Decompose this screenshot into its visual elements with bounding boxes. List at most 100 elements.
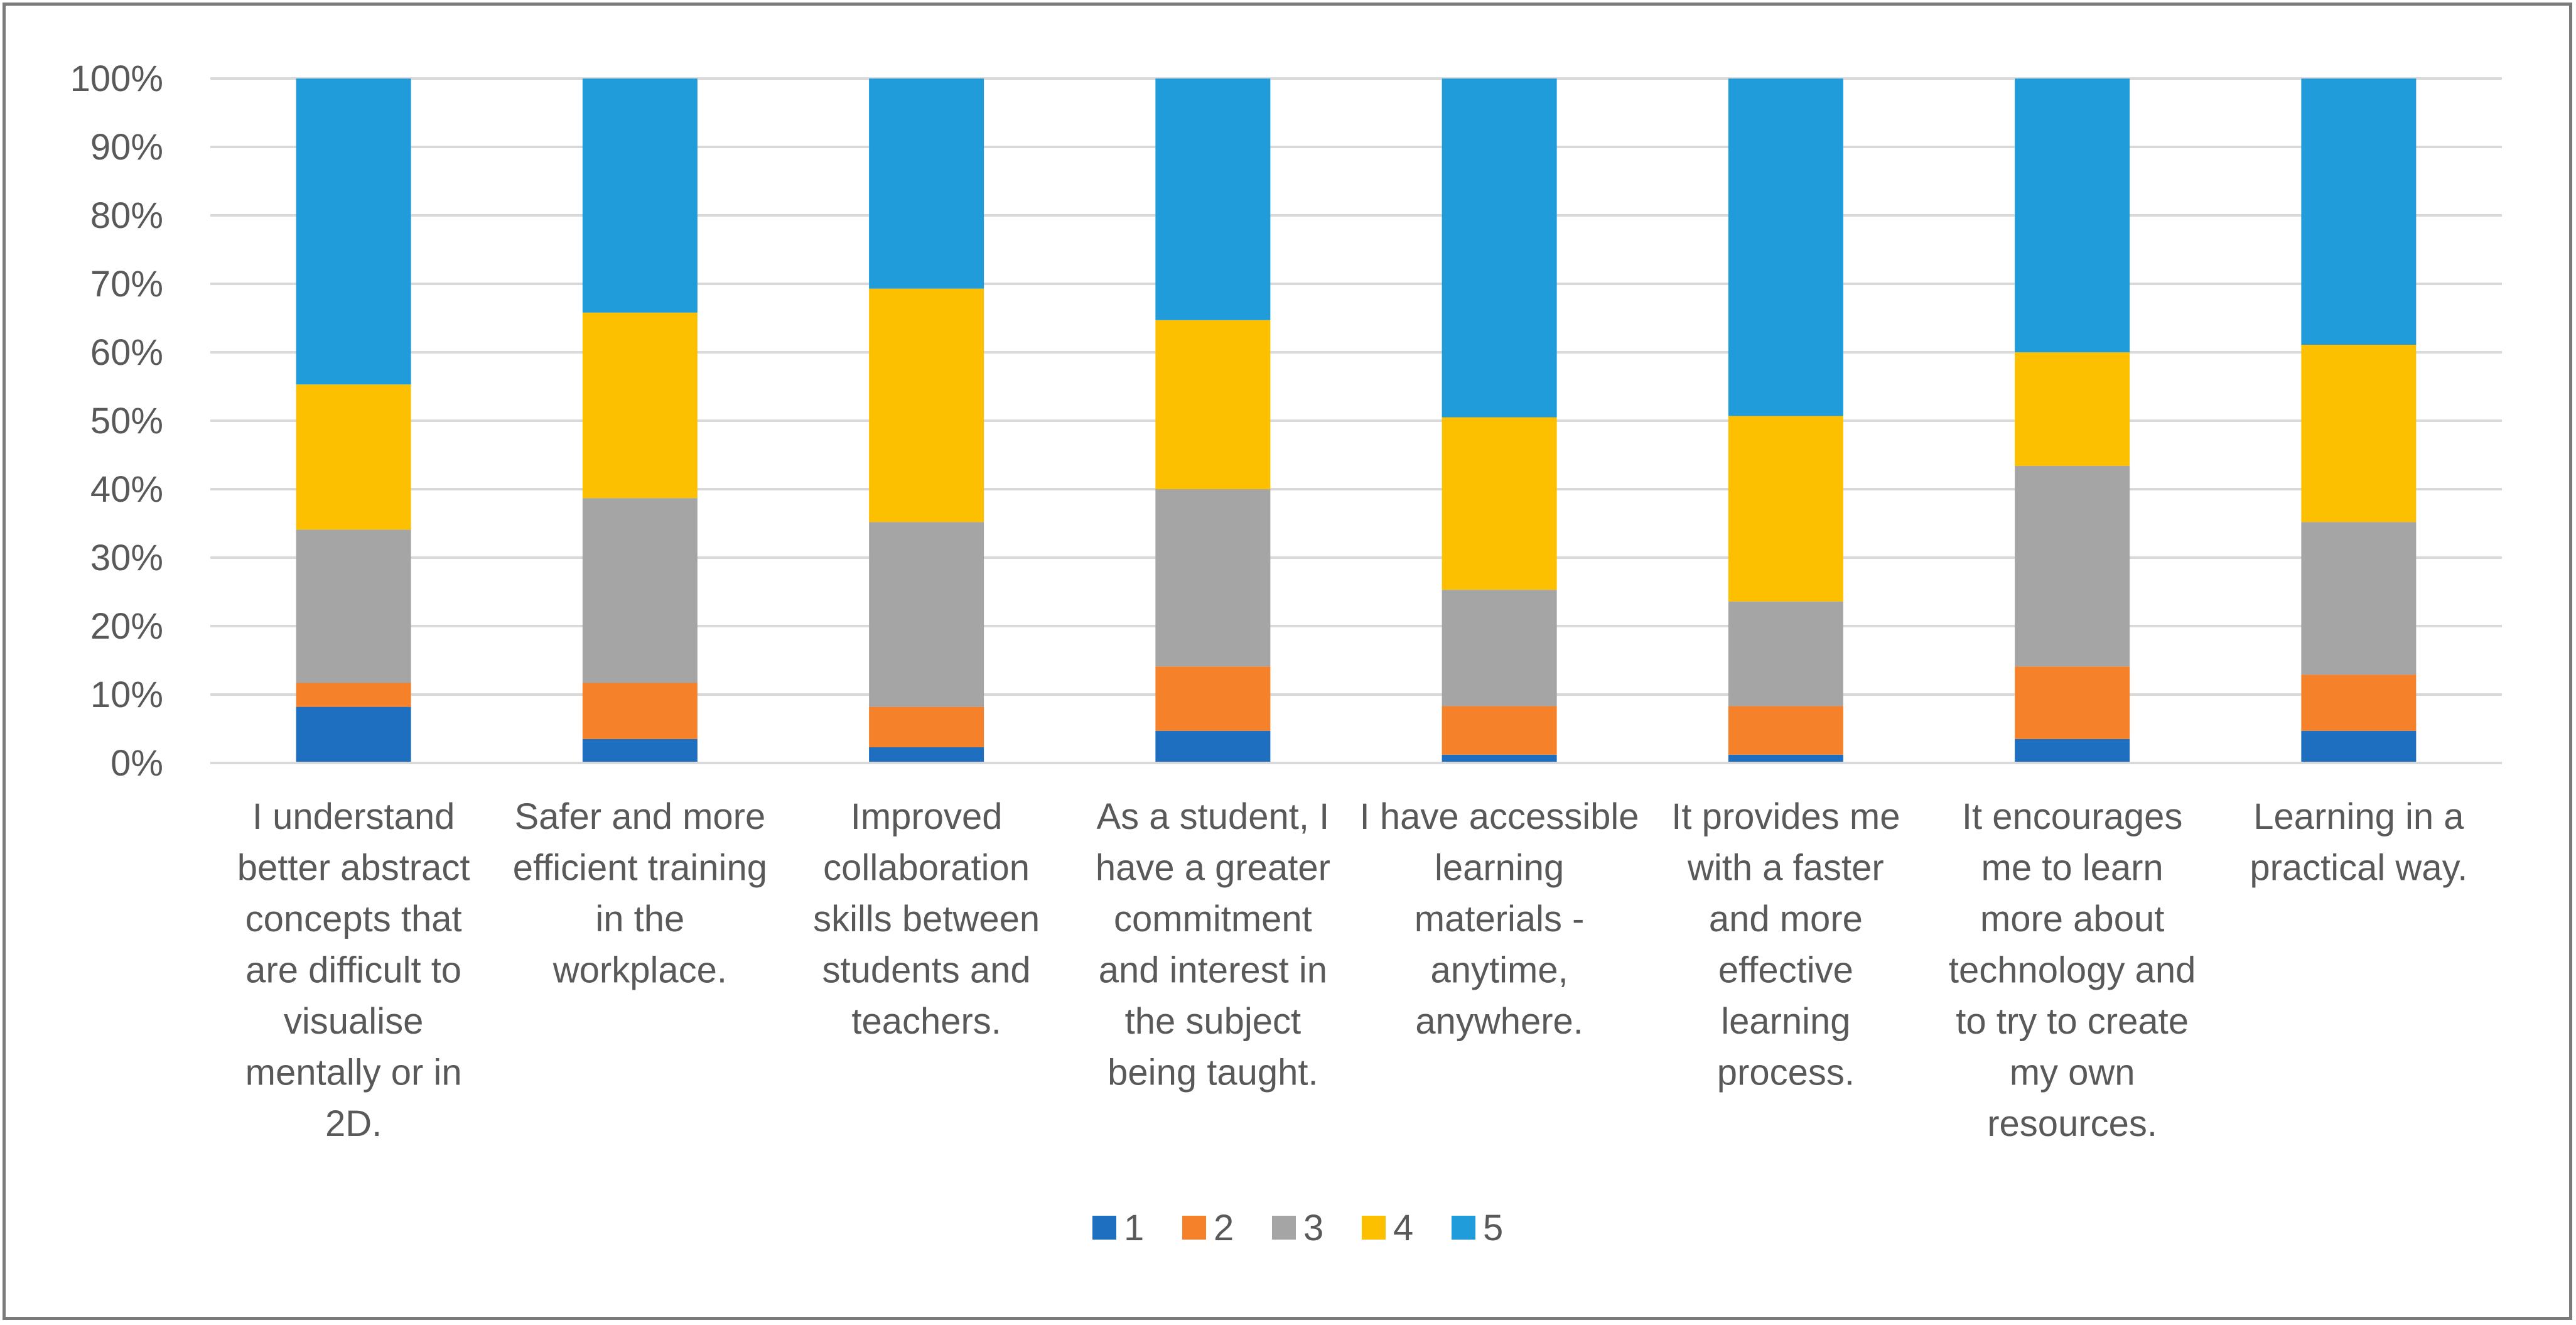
x-category-label-line: 2D. (325, 1103, 382, 1144)
bar-segment-series-1 (582, 738, 698, 763)
y-tick-label: 40% (90, 469, 163, 510)
bar-segment-series-2 (582, 683, 698, 739)
bar-segment-series-5 (869, 78, 984, 289)
bar-segment-series-2 (1442, 706, 1557, 755)
legend-item: 5 (1452, 1208, 1503, 1248)
bar-segment-series-5 (2301, 78, 2417, 345)
x-category-label: I have accessible learning materials - anyt… (1360, 796, 1639, 1042)
x-category-label-line: workplace. (552, 950, 727, 991)
x-category-label-line: mentally or in (245, 1052, 462, 1093)
bar-segment-series-3 (1728, 601, 1843, 706)
x-category-label-line: with a faster (1687, 848, 1884, 889)
legend-label: 3 (1303, 1208, 1323, 1248)
x-category-label-line: learning (1435, 848, 1564, 889)
x-category-label-line: students and (822, 950, 1031, 991)
legend-swatch (1272, 1216, 1296, 1240)
bar-segment-series-1 (1155, 730, 1271, 763)
y-tick-label: 100% (70, 58, 163, 99)
y-tick-label: 20% (90, 606, 163, 647)
y-tick-label: 90% (90, 127, 163, 168)
x-category-label-line: anywhere. (1415, 1001, 1583, 1042)
bar-segment-series-1 (296, 706, 411, 763)
x-category-label: I understand better abstract concepts that… (237, 796, 470, 1144)
legend-label: 2 (1214, 1208, 1234, 1248)
bar-stack (869, 78, 984, 763)
x-category-label-line: are difficult to (245, 950, 461, 991)
x-category-label-line: process. (1717, 1052, 1855, 1093)
bar-segment-series-4 (2015, 352, 2130, 466)
bars (296, 78, 2417, 763)
bar-stack (1728, 78, 1843, 763)
bar-segment-series-2 (869, 706, 984, 747)
x-category-label-line: better abstract (237, 848, 470, 889)
bar-segment-series-5 (1155, 78, 1271, 320)
x-category-label-line: have a greater (1096, 848, 1330, 889)
legend-swatch (1452, 1216, 1475, 1240)
y-tick-label: 30% (90, 538, 163, 578)
x-category-label: It provides me with a faster and more effec… (1671, 796, 1900, 1093)
bar-segment-series-3 (2015, 465, 2130, 667)
x-category-label-line: learning (1721, 1001, 1850, 1042)
x-category-label-line: efficient training (513, 848, 767, 889)
bar-segment-series-3 (1442, 590, 1557, 706)
legend-swatch (1092, 1216, 1116, 1240)
bar-segment-series-1 (1728, 754, 1843, 763)
x-category-label-line: in the (595, 899, 684, 939)
legend-item: 4 (1362, 1208, 1413, 1248)
bar-segment-series-5 (582, 78, 698, 313)
bar-stack (582, 78, 698, 763)
gridlines (210, 77, 2502, 696)
x-category-label-line: It encourages (1962, 796, 2182, 837)
x-category-label-line: I understand (252, 796, 455, 837)
bar-segment-series-4 (296, 384, 411, 530)
bar-segment-series-3 (2301, 522, 2417, 675)
bar-stack (2015, 78, 2130, 763)
bar-segment-series-2 (2301, 674, 2417, 731)
legend-label: 4 (1393, 1208, 1413, 1248)
x-category-label-line: skills between (813, 899, 1040, 939)
x-category-label-line: anytime, (1431, 950, 1568, 991)
x-category-label-line: resources. (1987, 1103, 2157, 1144)
y-axis-tick-labels: 0% 10% 20% 30% 40% 50% 60% 70% 80% 90% 100% (70, 58, 163, 784)
x-category-label-line: collaboration (823, 848, 1030, 889)
x-category-label-line: being taught. (1107, 1052, 1318, 1093)
bar-segment-series-4 (1442, 417, 1557, 590)
legend-item: 1 (1092, 1208, 1144, 1248)
bar-segment-series-4 (2301, 345, 2417, 522)
x-category-label-line: teachers. (851, 1001, 1001, 1042)
bar-segment-series-4 (582, 312, 698, 499)
bar-stack (2301, 78, 2417, 763)
legend-swatch (1182, 1216, 1206, 1240)
chart-frame (3, 3, 2572, 1320)
x-category-label-line: concepts that (245, 899, 462, 939)
bar-segment-series-2 (1155, 666, 1271, 731)
y-tick-label: 80% (90, 195, 163, 236)
x-category-label: As a student, I have a greater commitment a… (1096, 796, 1330, 1093)
x-category-label-line: and interest in (1099, 950, 1327, 991)
legend-item: 3 (1272, 1208, 1323, 1248)
bar-segment-series-2 (1728, 706, 1843, 755)
bar-segment-series-3 (296, 529, 411, 683)
x-category-label-line: Safer and more (514, 796, 765, 837)
legend-label: 1 (1124, 1208, 1144, 1248)
x-category-label-line: It provides me (1671, 796, 1900, 837)
bar-segment-series-4 (1728, 416, 1843, 602)
bar-segment-series-1 (869, 747, 984, 763)
bar-stack (296, 78, 411, 763)
legend-label: 5 (1483, 1208, 1503, 1248)
bar-stack (1442, 78, 1557, 763)
x-category-label-line: the subject (1125, 1001, 1301, 1042)
bar-segment-series-5 (296, 78, 411, 385)
x-category-label-line: technology and (1949, 950, 2196, 991)
x-category-label-line: to try to create (1956, 1001, 2189, 1042)
bar-segment-series-1 (1442, 754, 1557, 763)
x-axis-category-labels: I understand better abstract concepts that… (237, 796, 2468, 1144)
x-category-label: It encourages me to learn more about techno… (1949, 796, 2196, 1144)
bar-segment-series-4 (869, 288, 984, 522)
x-category-label-line: visualise (284, 1001, 423, 1042)
x-category-label: Safer and more efficient training in the wo… (513, 796, 767, 991)
y-tick-label: 50% (90, 401, 163, 441)
bar-segment-series-5 (1442, 78, 1557, 418)
y-tick-label: 70% (90, 264, 163, 305)
